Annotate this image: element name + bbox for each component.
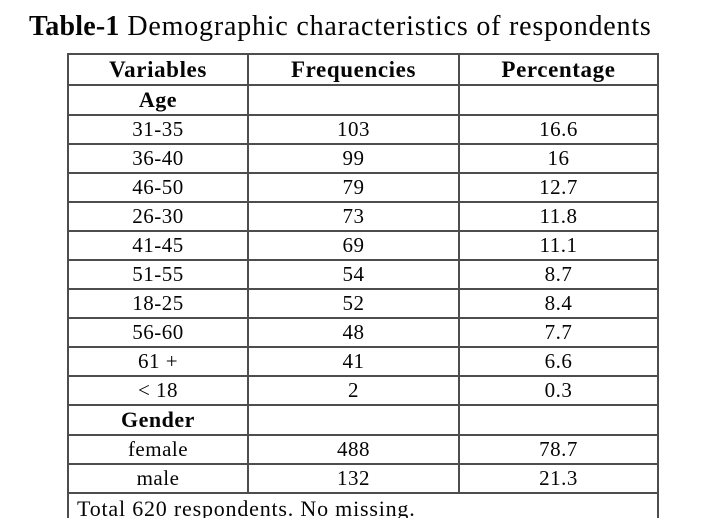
cell-percentage: 0.3 bbox=[458, 375, 659, 406]
cell-frequency: 103 bbox=[247, 114, 460, 145]
cell-percentage: 6.6 bbox=[458, 346, 659, 377]
cell-variable: 36-40 bbox=[67, 143, 249, 174]
table-title-number: Table-1 bbox=[29, 11, 120, 42]
table-footer-note: Total 620 respondents. No missing. bbox=[67, 492, 659, 518]
table-row: 51-55 54 8.7 bbox=[67, 259, 659, 290]
table-row: 18-25 52 8.4 bbox=[67, 288, 659, 319]
col-header-percentage: Percentage bbox=[458, 53, 659, 86]
table-row: < 18 2 0.3 bbox=[67, 375, 659, 406]
cell-percentage: 16 bbox=[458, 143, 659, 174]
cell-percentage: 8.7 bbox=[458, 259, 659, 290]
table-row: 56-60 48 7.7 bbox=[67, 317, 659, 348]
cell-frequency: 2 bbox=[247, 375, 460, 406]
cell-frequency: 488 bbox=[247, 434, 460, 465]
cell-frequency: 69 bbox=[247, 230, 460, 261]
cell-variable: Age bbox=[67, 84, 249, 116]
cell-variable: female bbox=[67, 434, 249, 465]
cell-percentage: 12.7 bbox=[458, 172, 659, 203]
table-row: 26-30 73 11.8 bbox=[67, 201, 659, 232]
table-title-text: Demographic characteristics of responden… bbox=[119, 11, 652, 42]
cell-frequency: 48 bbox=[247, 317, 460, 348]
cell-variable: 26-30 bbox=[67, 201, 249, 232]
cell-frequency bbox=[247, 84, 460, 116]
cell-percentage: 8.4 bbox=[458, 288, 659, 319]
cell-variable: 61 + bbox=[67, 346, 249, 377]
cell-percentage bbox=[458, 84, 659, 116]
table-row: 36-40 99 16 bbox=[67, 143, 659, 174]
cell-variable: Gender bbox=[67, 404, 249, 436]
table-row: 41-45 69 11.1 bbox=[67, 230, 659, 261]
table-row: male 132 21.3 bbox=[67, 463, 659, 494]
cell-percentage: 11.8 bbox=[458, 201, 659, 232]
cell-variable: < 18 bbox=[67, 375, 249, 406]
table-row: 61 + 41 6.6 bbox=[67, 346, 659, 377]
cell-frequency bbox=[247, 404, 460, 436]
cell-variable: 31-35 bbox=[67, 114, 249, 145]
cell-frequency: 79 bbox=[247, 172, 460, 203]
cell-percentage: 21.3 bbox=[458, 463, 659, 494]
section-row-gender: Gender bbox=[67, 404, 659, 436]
cell-variable: male bbox=[67, 463, 249, 494]
table-row: 46-50 79 12.7 bbox=[67, 172, 659, 203]
cell-frequency: 41 bbox=[247, 346, 460, 377]
footer-row: Total 620 respondents. No missing. bbox=[67, 492, 659, 518]
section-row-age: Age bbox=[67, 84, 659, 116]
cell-frequency: 73 bbox=[247, 201, 460, 232]
col-header-frequencies: Frequencies bbox=[247, 53, 460, 86]
table-row: 31-35 103 16.6 bbox=[67, 114, 659, 145]
cell-percentage: 7.7 bbox=[458, 317, 659, 348]
cell-variable: 46-50 bbox=[67, 172, 249, 203]
cell-variable: 18-25 bbox=[67, 288, 249, 319]
cell-percentage: 78.7 bbox=[458, 434, 659, 465]
cell-variable: 51-55 bbox=[67, 259, 249, 290]
cell-frequency: 99 bbox=[247, 143, 460, 174]
cell-percentage: 16.6 bbox=[458, 114, 659, 145]
cell-variable: 56-60 bbox=[67, 317, 249, 348]
cell-percentage: 11.1 bbox=[458, 230, 659, 261]
header-row: Variables Frequencies Percentage bbox=[67, 53, 659, 86]
demographics-table: Variables Frequencies Percentage Age 31-… bbox=[67, 53, 659, 518]
cell-frequency: 52 bbox=[247, 288, 460, 319]
cell-frequency: 132 bbox=[247, 463, 460, 494]
cell-frequency: 54 bbox=[247, 259, 460, 290]
table-title: Table-1 Demographic characteristics of r… bbox=[29, 11, 652, 43]
cell-variable: 41-45 bbox=[67, 230, 249, 261]
col-header-variables: Variables bbox=[67, 53, 249, 86]
table-row: female 488 78.7 bbox=[67, 434, 659, 465]
cell-percentage bbox=[458, 404, 659, 436]
